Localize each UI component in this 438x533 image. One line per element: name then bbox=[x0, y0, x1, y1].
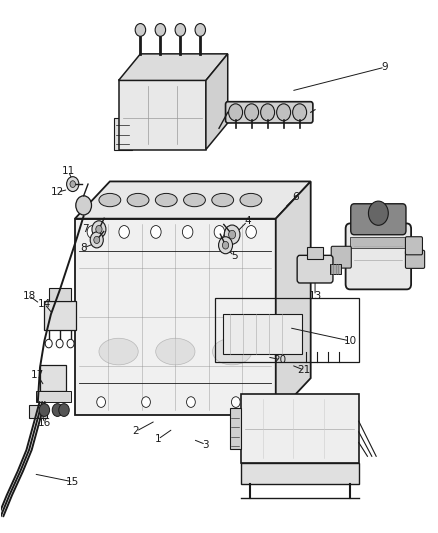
Circle shape bbox=[92, 221, 106, 238]
Text: 21: 21 bbox=[297, 365, 311, 375]
Text: 10: 10 bbox=[343, 336, 357, 346]
Text: 12: 12 bbox=[51, 187, 64, 197]
Text: 3: 3 bbox=[203, 440, 209, 450]
Text: 18: 18 bbox=[22, 290, 36, 301]
Bar bbox=[241, 463, 359, 484]
Circle shape bbox=[119, 225, 129, 238]
Bar bbox=[241, 394, 359, 463]
Circle shape bbox=[219, 237, 233, 254]
Circle shape bbox=[135, 23, 146, 36]
Ellipse shape bbox=[184, 193, 205, 207]
Circle shape bbox=[229, 230, 236, 239]
Circle shape bbox=[293, 104, 307, 121]
Text: 4: 4 bbox=[244, 216, 251, 227]
Bar bbox=[230, 408, 241, 449]
Circle shape bbox=[94, 236, 100, 244]
Text: 16: 16 bbox=[38, 418, 51, 429]
FancyBboxPatch shape bbox=[226, 102, 313, 123]
Circle shape bbox=[175, 23, 186, 36]
Ellipse shape bbox=[155, 338, 195, 365]
Bar bbox=[29, 405, 46, 418]
Text: 20: 20 bbox=[274, 354, 287, 365]
Text: 13: 13 bbox=[308, 290, 321, 301]
Circle shape bbox=[67, 340, 74, 348]
Polygon shape bbox=[75, 219, 276, 415]
FancyBboxPatch shape bbox=[406, 237, 423, 255]
Circle shape bbox=[56, 340, 63, 348]
Text: 8: 8 bbox=[80, 243, 87, 253]
Circle shape bbox=[214, 225, 225, 238]
FancyBboxPatch shape bbox=[351, 204, 406, 235]
Ellipse shape bbox=[99, 193, 121, 207]
Ellipse shape bbox=[155, 193, 177, 207]
FancyBboxPatch shape bbox=[406, 251, 425, 268]
Circle shape bbox=[70, 181, 75, 188]
Polygon shape bbox=[119, 80, 206, 150]
Bar bbox=[40, 365, 66, 391]
Circle shape bbox=[96, 225, 102, 233]
Polygon shape bbox=[276, 181, 311, 415]
Text: 6: 6 bbox=[292, 192, 299, 203]
Ellipse shape bbox=[127, 193, 149, 207]
Text: 5: 5 bbox=[231, 251, 237, 261]
Ellipse shape bbox=[212, 193, 233, 207]
Bar bbox=[35, 391, 71, 402]
Circle shape bbox=[224, 225, 240, 244]
Circle shape bbox=[261, 104, 275, 121]
Circle shape bbox=[231, 397, 240, 407]
Ellipse shape bbox=[240, 193, 262, 207]
Circle shape bbox=[76, 196, 92, 215]
Circle shape bbox=[45, 340, 52, 348]
Text: 11: 11 bbox=[62, 166, 75, 176]
Circle shape bbox=[223, 241, 229, 249]
Circle shape bbox=[67, 176, 79, 191]
FancyBboxPatch shape bbox=[346, 223, 411, 289]
Bar bbox=[307, 247, 323, 259]
Circle shape bbox=[141, 397, 150, 407]
Ellipse shape bbox=[99, 338, 138, 365]
Circle shape bbox=[87, 225, 98, 238]
Text: 1: 1 bbox=[155, 434, 161, 445]
Circle shape bbox=[229, 104, 243, 121]
Circle shape bbox=[39, 403, 49, 416]
FancyBboxPatch shape bbox=[297, 255, 333, 283]
Polygon shape bbox=[119, 54, 228, 80]
Circle shape bbox=[52, 403, 63, 416]
Text: 7: 7 bbox=[82, 224, 89, 235]
Circle shape bbox=[155, 23, 166, 36]
Polygon shape bbox=[75, 181, 311, 219]
Ellipse shape bbox=[212, 338, 252, 365]
Bar bbox=[330, 264, 341, 274]
Circle shape bbox=[277, 104, 290, 121]
Text: 2: 2 bbox=[133, 426, 139, 437]
Text: 15: 15 bbox=[66, 477, 79, 487]
Text: 9: 9 bbox=[381, 62, 388, 72]
Circle shape bbox=[187, 397, 195, 407]
Circle shape bbox=[182, 225, 193, 238]
Text: 17: 17 bbox=[31, 370, 44, 381]
Circle shape bbox=[368, 201, 389, 225]
Polygon shape bbox=[206, 54, 228, 150]
Circle shape bbox=[59, 403, 69, 416]
Circle shape bbox=[195, 23, 205, 36]
Circle shape bbox=[151, 225, 161, 238]
Circle shape bbox=[246, 225, 256, 238]
Bar bbox=[49, 288, 71, 301]
Text: 14: 14 bbox=[38, 298, 51, 309]
FancyBboxPatch shape bbox=[331, 246, 351, 268]
Bar bbox=[44, 301, 76, 330]
Bar bbox=[223, 314, 302, 354]
Circle shape bbox=[90, 232, 103, 248]
Circle shape bbox=[244, 104, 258, 121]
Circle shape bbox=[97, 397, 106, 407]
Bar bbox=[114, 118, 132, 150]
Bar bbox=[350, 237, 407, 248]
